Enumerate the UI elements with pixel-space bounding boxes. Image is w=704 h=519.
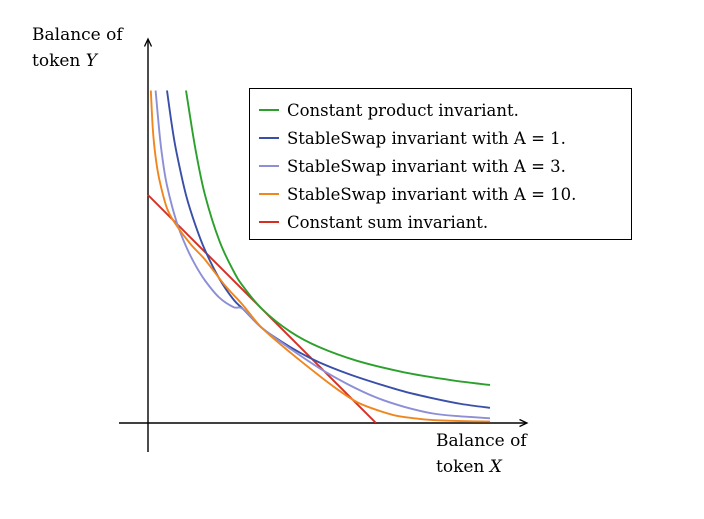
x-axis-label: Balance of token X: [436, 428, 527, 480]
legend: Constant product invariant. StableSwap i…: [249, 88, 632, 240]
legend-entry: Constant sum invariant.: [259, 208, 631, 236]
legend-label: Constant product invariant.: [287, 100, 519, 120]
series-line: [149, 90, 491, 423]
y-axis-label-line1: Balance of: [32, 25, 123, 45]
legend-swatch: [259, 221, 279, 223]
axes: [119, 40, 527, 452]
series-line: [185, 90, 491, 386]
series-line: [154, 90, 491, 420]
y-axis-label-symbol: Y: [85, 51, 98, 71]
legend-label: StableSwap invariant with A = 1.: [287, 128, 566, 148]
x-axis-label-symbol: X: [489, 457, 502, 477]
legend-label: Constant sum invariant.: [287, 212, 489, 232]
y-axis-label-prefix: token: [32, 51, 86, 71]
legend-swatch: [259, 193, 279, 195]
legend-swatch: [259, 109, 279, 111]
legend-swatch: [259, 137, 279, 139]
y-axis-label-line2: token Y: [32, 48, 123, 74]
x-axis-label-line1: Balance of: [436, 431, 527, 451]
legend-entry: StableSwap invariant with A = 1.: [259, 124, 631, 152]
y-axis-label: Balance of token Y: [32, 22, 123, 74]
x-axis-label-prefix: token: [436, 457, 490, 477]
x-axis-label-line2: token X: [436, 454, 527, 480]
legend-label: StableSwap invariant with A = 10.: [287, 184, 577, 204]
legend-swatch: [259, 165, 279, 167]
legend-entry: Constant product invariant.: [259, 96, 631, 124]
legend-label: StableSwap invariant with A = 3.: [287, 156, 566, 176]
series-layer: [147, 90, 491, 423]
legend-entry: StableSwap invariant with A = 10.: [259, 180, 631, 208]
legend-entry: StableSwap invariant with A = 3.: [259, 152, 631, 180]
